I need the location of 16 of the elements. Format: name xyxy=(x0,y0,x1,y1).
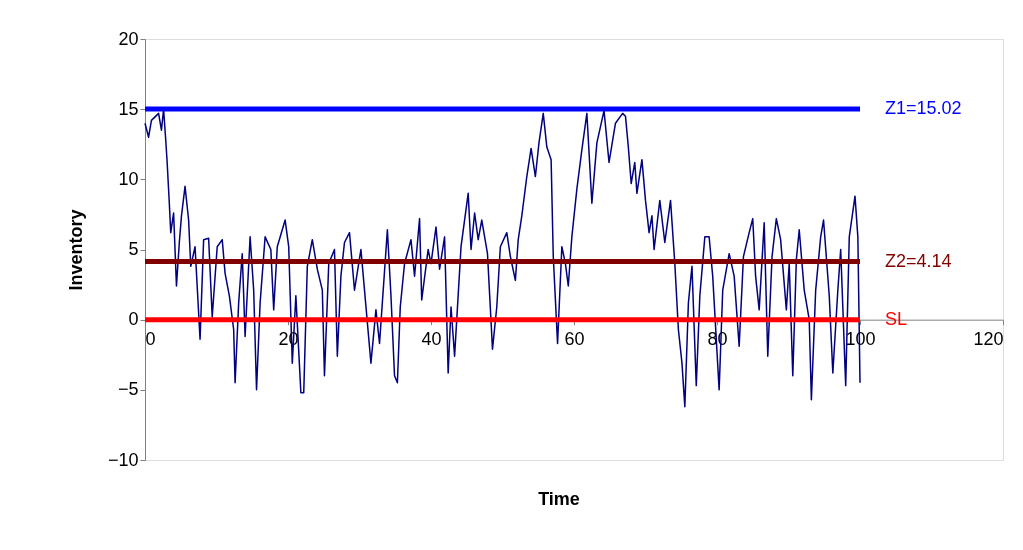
y-tick-label: 5 xyxy=(128,239,139,259)
series-label: Z2=4.14 xyxy=(885,250,952,271)
y-tick-label: 20 xyxy=(118,28,139,49)
y-tick-label: 10 xyxy=(118,168,139,189)
y-tick-label: 0 xyxy=(128,309,139,330)
y-axis-title: Inventory xyxy=(65,209,86,291)
y-tick-label: −5 xyxy=(117,379,139,400)
x-tick-label: 40 xyxy=(421,329,442,350)
y-tick-label: −10 xyxy=(107,449,139,470)
x-tick-label: 60 xyxy=(564,329,585,350)
y-tick-label: 15 xyxy=(118,98,139,119)
x-tick-label: 120 xyxy=(973,329,1004,350)
x-axis-title: Time xyxy=(538,489,580,509)
series-label: SL xyxy=(885,308,908,329)
x-tick-label: 0 xyxy=(145,329,156,350)
series-label: Z1=15.02 xyxy=(885,97,962,118)
